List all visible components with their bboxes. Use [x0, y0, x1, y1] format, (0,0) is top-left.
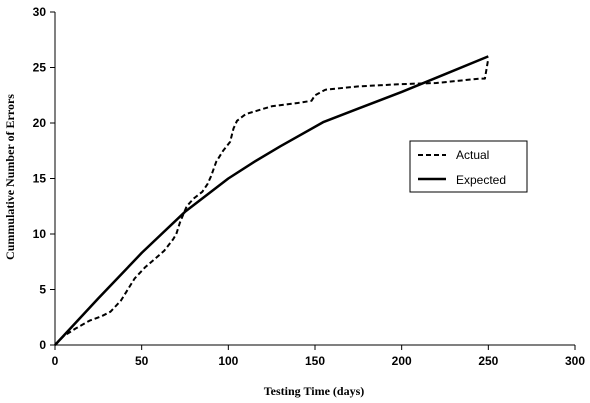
- y-tick-label: 10: [33, 227, 47, 241]
- x-tick-label: 50: [135, 354, 149, 368]
- y-tick-label: 0: [39, 338, 46, 352]
- x-tick-label: 300: [565, 354, 585, 368]
- x-tick-label: 200: [392, 354, 412, 368]
- y-tick-label: 30: [33, 5, 47, 19]
- series-layer: [54, 55, 490, 346]
- x-tick-label: 150: [305, 354, 325, 368]
- axes: [50, 11, 576, 350]
- y-tick-label: 25: [33, 61, 47, 75]
- y-tick-label: 15: [33, 172, 47, 186]
- y-axis-title: Cummulative Number of Errors: [3, 94, 17, 260]
- legend-box: [409, 140, 528, 193]
- x-axis-title: Testing Time (days): [264, 384, 364, 398]
- x-tick-label: 100: [218, 354, 238, 368]
- series-line-actual: [54, 58, 490, 346]
- legend-label-expected: Expected: [456, 173, 506, 187]
- x-tick-label: 0: [52, 354, 59, 368]
- legend-label-actual: Actual: [456, 148, 489, 162]
- series-line-expected: [54, 55, 489, 346]
- y-tick-label: 5: [39, 283, 46, 297]
- x-tick-label: 250: [478, 354, 498, 368]
- legend: Actual Expected: [409, 140, 528, 193]
- y-tick-label: 20: [33, 116, 47, 130]
